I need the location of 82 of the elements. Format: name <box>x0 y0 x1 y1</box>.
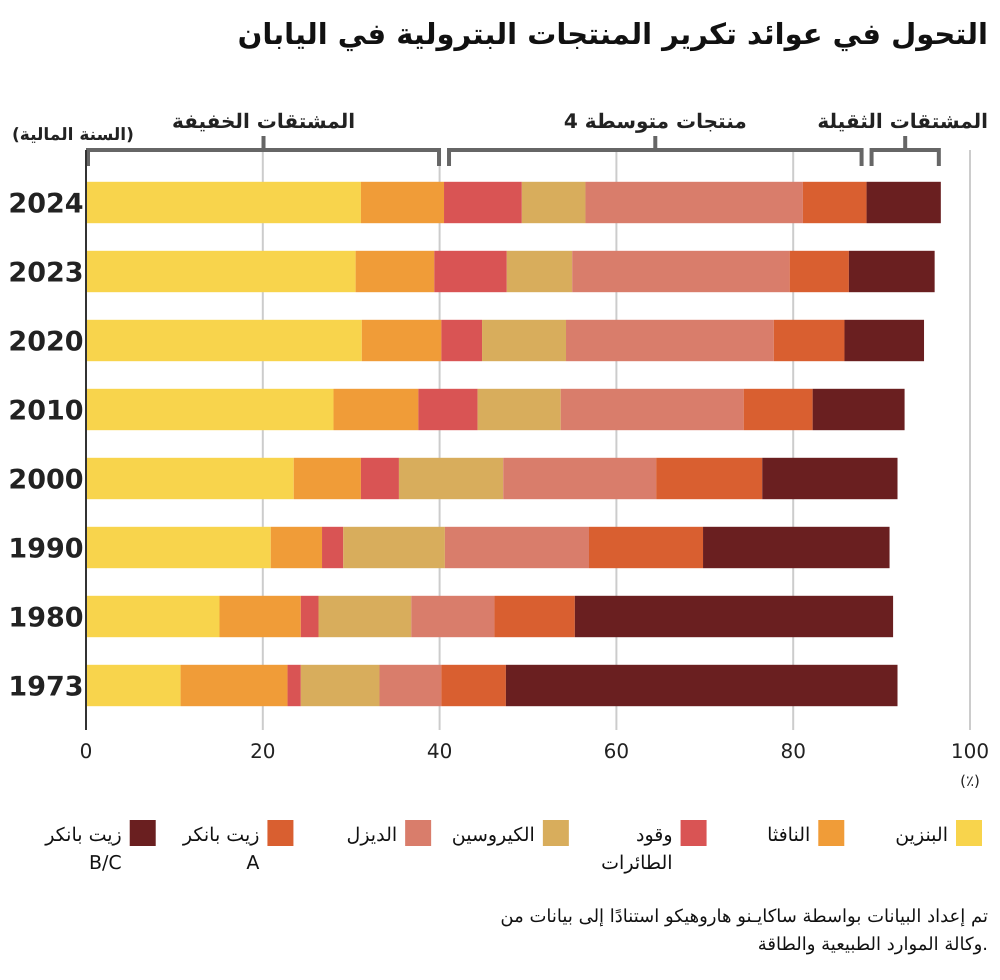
bar <box>86 664 181 706</box>
bar <box>322 526 344 568</box>
y-tick-label: 2023 <box>8 258 84 288</box>
y-tick-label: 1980 <box>8 602 84 634</box>
bar <box>300 596 318 638</box>
legend-label: النافثا <box>767 824 810 846</box>
legend-label: الديزل <box>346 824 398 846</box>
bar <box>86 182 361 224</box>
x-tick-label: 0 <box>80 739 92 763</box>
bar <box>566 320 774 362</box>
bar <box>334 388 418 430</box>
text: المشتقات الخفيفة <box>172 109 356 133</box>
y-axis-title: (السنة المالية) <box>12 125 134 145</box>
bar <box>444 526 589 568</box>
bar <box>86 250 356 292</box>
bar <box>848 250 935 292</box>
bar <box>444 182 522 224</box>
y-tick-label: 2000 <box>8 464 84 496</box>
bar <box>503 458 656 500</box>
bar <box>802 182 867 224</box>
bar <box>86 596 220 638</box>
bar <box>379 664 442 706</box>
bar <box>441 320 482 362</box>
legend-label: وقود الطائرات <box>601 824 673 874</box>
bar <box>434 250 507 292</box>
bar <box>774 320 844 362</box>
bar <box>418 388 478 430</box>
bar <box>506 664 898 706</box>
x-tick-label: 20 <box>250 739 276 763</box>
bar <box>866 182 941 224</box>
bar <box>703 526 890 568</box>
y-tick-label: 2020 <box>8 326 84 358</box>
bar <box>574 596 894 638</box>
y-tick-label: 1973 <box>8 672 84 702</box>
bar <box>360 182 444 224</box>
bar <box>356 250 434 292</box>
bar <box>360 458 399 500</box>
bar <box>294 458 361 500</box>
bar <box>398 458 504 500</box>
bar <box>318 596 412 638</box>
x-axis-title: (٪) <box>960 772 980 790</box>
bar <box>343 526 445 568</box>
bar <box>300 664 380 706</box>
x-tick-label: 60 <box>604 739 630 763</box>
bar <box>762 458 898 500</box>
legend-label: البنزين <box>895 824 948 846</box>
bar <box>86 388 334 430</box>
bar <box>288 664 301 706</box>
bar <box>844 320 924 362</box>
bar <box>441 664 506 706</box>
bar <box>86 320 362 362</box>
text: المشتقات الثقيلة <box>817 109 988 133</box>
bar <box>585 182 803 224</box>
chart-title: التحول في عوائد تكرير المنتجات البترولية في اليابان <box>238 17 988 52</box>
bar <box>560 388 744 430</box>
bar <box>86 526 271 568</box>
bar <box>362 320 442 362</box>
x-tick-label: 40 <box>426 739 452 763</box>
bar <box>790 250 849 292</box>
bar <box>411 596 494 638</box>
bar <box>86 458 294 500</box>
bar <box>572 250 790 292</box>
text: تم إعداد البيانات بواسطة ساكايـنو هاروهيكو استنادًا إلى بيانات من وكالة الموارد الطبيعية والطاقة. <box>500 906 988 955</box>
bar <box>588 526 704 568</box>
bar <box>522 182 586 224</box>
x-tick-label: 80 <box>780 739 806 763</box>
bar <box>482 320 566 362</box>
bar <box>180 664 288 706</box>
bar <box>744 388 813 430</box>
legend-label: الكيروسين <box>452 824 535 846</box>
y-tick-label: 2010 <box>8 396 84 426</box>
bar <box>478 388 561 430</box>
bar <box>219 596 301 638</box>
y-tick-label: 1990 <box>8 534 84 564</box>
x-tick-label: 100 <box>950 739 990 763</box>
text: 4 منتجات متوسطة <box>564 109 747 133</box>
bar <box>812 388 905 430</box>
bar <box>270 526 322 568</box>
bar <box>506 250 572 292</box>
bar <box>494 596 575 638</box>
bar <box>656 458 762 500</box>
y-tick-label: 2024 <box>8 188 84 220</box>
